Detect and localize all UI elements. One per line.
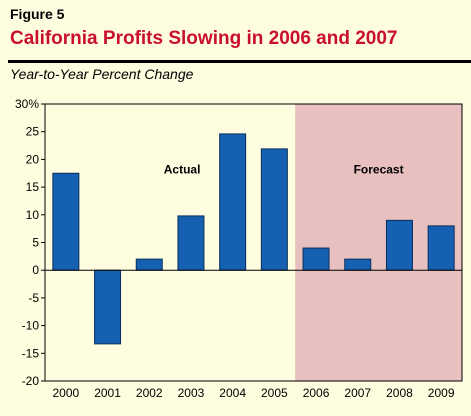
y-tick-label: -5 bbox=[28, 291, 39, 305]
y-tick-label: 30% bbox=[15, 97, 39, 111]
x-tick-label-2006: 2006 bbox=[303, 386, 330, 400]
bar-2000 bbox=[52, 172, 80, 271]
annotation-actual: Actual bbox=[164, 162, 201, 176]
annotation-forecast: Forecast bbox=[354, 162, 404, 176]
y-tick-label: 25 bbox=[26, 125, 40, 139]
title-rule bbox=[8, 60, 471, 63]
bar-2003 bbox=[177, 215, 205, 271]
y-tick-label: 5 bbox=[32, 236, 39, 250]
figure-title: California Profits Slowing in 2006 and 2… bbox=[10, 28, 398, 49]
y-tick-label: -20 bbox=[22, 374, 40, 388]
x-tick-label-2007: 2007 bbox=[344, 386, 371, 400]
y-tick-label: -10 bbox=[22, 319, 40, 333]
bar-2006 bbox=[302, 247, 330, 271]
y-tick-label: 10 bbox=[26, 208, 40, 222]
bar-2002 bbox=[135, 258, 163, 271]
x-tick-label-2003: 2003 bbox=[178, 386, 205, 400]
bar-2008 bbox=[385, 219, 413, 271]
bar-2007 bbox=[344, 258, 372, 271]
x-tick-label-2009: 2009 bbox=[428, 386, 455, 400]
chart-subtitle: Year-to-Year Percent Change bbox=[10, 66, 194, 82]
bar-2005 bbox=[260, 148, 288, 271]
x-tick-label-2005: 2005 bbox=[261, 386, 288, 400]
bar-2009 bbox=[427, 225, 455, 271]
x-tick-label-2008: 2008 bbox=[386, 386, 413, 400]
y-tick-label: 20 bbox=[26, 152, 40, 166]
bar-2004 bbox=[219, 133, 247, 271]
y-tick-label: 15 bbox=[26, 180, 40, 194]
x-tick-label-2002: 2002 bbox=[136, 386, 163, 400]
x-tick-label-2004: 2004 bbox=[219, 386, 246, 400]
y-tick-label: -15 bbox=[22, 346, 40, 360]
x-tick-label-2000: 2000 bbox=[52, 386, 79, 400]
figure-label: Figure 5 bbox=[10, 6, 65, 22]
y-tick-label: 0 bbox=[32, 263, 39, 277]
x-tick-label-2001: 2001 bbox=[94, 386, 121, 400]
bar-2001 bbox=[94, 269, 122, 345]
